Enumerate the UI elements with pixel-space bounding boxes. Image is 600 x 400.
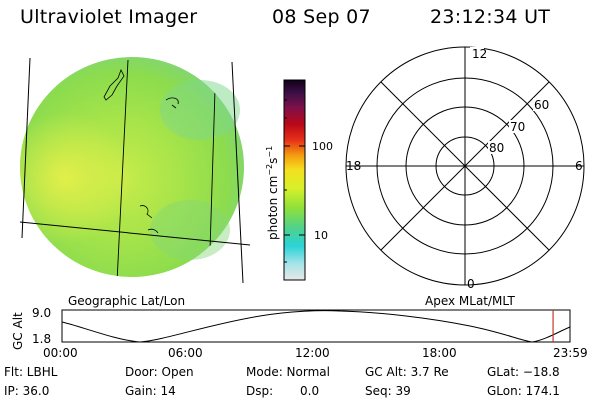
glat-info: GLat: −18.8: [487, 365, 560, 379]
orbit-ytick-min: 1.8: [32, 332, 51, 346]
geo-lat-lon-lines: [19, 57, 251, 284]
gc-alt-info: GC Alt: 3.7 Re: [365, 365, 449, 379]
mlt-label-12: 12: [472, 47, 487, 61]
glon-info: GLon: 174.1: [487, 384, 560, 398]
dsp-value: 0.0: [300, 384, 320, 398]
uvi-image: [20, 57, 244, 277]
geo-grid-lines: [116, 57, 217, 277]
orbit-xtick-3: 18:00: [422, 346, 457, 360]
colorbar: 100 10 photon cm−2s−1: [265, 79, 333, 281]
colorbar-label: photon cm−2s−1: [265, 146, 280, 240]
geographic-label: Geographic Lat/Lon: [68, 294, 185, 308]
orbit-ylabel: GC Alt: [11, 312, 25, 350]
mode-info: Mode: Normal: [246, 365, 330, 379]
time-label: 23:12:34 UT: [430, 6, 551, 28]
filter-info: Flt: LBHL: [4, 365, 58, 379]
mlat-label-70: 70: [510, 120, 525, 134]
orbit-ytick-max: 9.0: [32, 306, 51, 320]
orbit-xtick-2: 12:00: [295, 346, 330, 360]
ip-info: IP: 36.0: [4, 384, 50, 398]
mlt-label-18: 18: [346, 159, 361, 173]
date-label: 08 Sep 07: [272, 6, 371, 28]
colorbar-tick-10: 10: [314, 229, 328, 242]
door-info: Door: Open: [125, 365, 194, 379]
coastlines: [103, 69, 179, 234]
orbit-plot: 9.0 1.8 GC Alt 00:00 06:00 12:00 18:00 2…: [11, 306, 588, 360]
orbit-altitude-curve: [61, 310, 571, 343]
mlt-label-6: 6: [575, 159, 583, 173]
polar-grid: [345, 46, 585, 286]
mlat-label-60: 60: [534, 98, 549, 112]
gain-info: Gain: 14: [125, 384, 176, 398]
dsp-info: Dsp:: [246, 384, 274, 398]
instrument-title: Ultraviolet Imager: [20, 6, 198, 28]
orbit-xtick-4: 23:59: [553, 346, 588, 360]
orbit-xtick-0: 00:00: [43, 346, 78, 360]
colorbar-tick-100: 100: [312, 140, 333, 153]
orbit-xtick-1: 06:00: [168, 346, 203, 360]
mlt-label-0: 0: [467, 277, 475, 291]
mlat-label-80: 80: [489, 141, 504, 155]
seq-info: Seq: 39: [365, 384, 411, 398]
apex-label: Apex MLat/MLT: [425, 294, 515, 308]
